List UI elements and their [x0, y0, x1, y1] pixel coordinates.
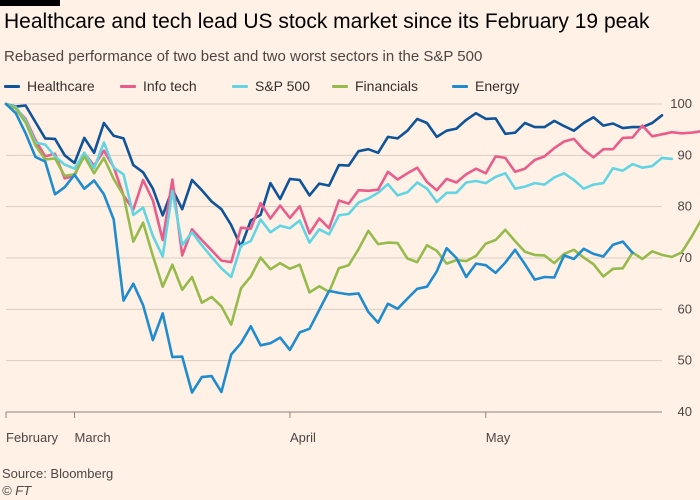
gridlines: [6, 103, 662, 413]
legend-item-healthcare: Healthcare: [4, 78, 95, 94]
series-line-financials: [4, 102, 700, 327]
chart-subtitle: Rebased performance of two best and two …: [4, 48, 483, 65]
legend-label-info-tech: Info tech: [143, 78, 197, 94]
legend-swatch-energy: [452, 84, 468, 88]
x-tick-label-may: May: [486, 430, 511, 445]
series-line-sp-500: [4, 102, 674, 279]
chart-title: Healthcare and tech lead US stock market…: [4, 10, 650, 33]
x-axis-ticks: February March April May: [5, 412, 511, 445]
ft-top-bar: [0, 0, 60, 6]
y-tick-label-80: 80: [678, 199, 692, 214]
y-tick-label-100: 100: [670, 96, 692, 111]
y-tick-label-60: 60: [678, 301, 692, 316]
series-line-healthcare: [4, 102, 664, 248]
legend-item-energy: Energy: [452, 78, 519, 94]
legend-swatch-info-tech: [120, 84, 136, 88]
legend-item-info-tech: Info tech: [120, 78, 197, 94]
legend-swatch-financials: [332, 84, 348, 88]
legend-label-healthcare: Healthcare: [27, 78, 95, 94]
legend-swatch-sp500: [232, 84, 248, 88]
legend-swatch-healthcare: [4, 84, 20, 88]
y-tick-label-90: 90: [678, 147, 692, 162]
x-tick-label-april: April: [290, 430, 316, 445]
legend-label-financials: Financials: [355, 78, 419, 94]
series-lines: [4, 102, 700, 394]
source-note: Source: Bloomberg: [2, 466, 114, 481]
y-tick-label-50: 50: [678, 353, 692, 368]
legend-item-sp500: S&P 500: [232, 78, 310, 94]
legend-item-financials: Financials: [332, 78, 418, 94]
legend-label-sp500: S&P 500: [255, 78, 311, 94]
copyright-note: © FT: [2, 483, 32, 498]
x-tick-label-february: February: [6, 430, 59, 445]
series-line-energy: [4, 102, 634, 394]
legend-label-energy: Energy: [475, 78, 520, 94]
y-tick-label-40: 40: [678, 404, 692, 419]
x-tick-label-march: March: [75, 430, 111, 445]
